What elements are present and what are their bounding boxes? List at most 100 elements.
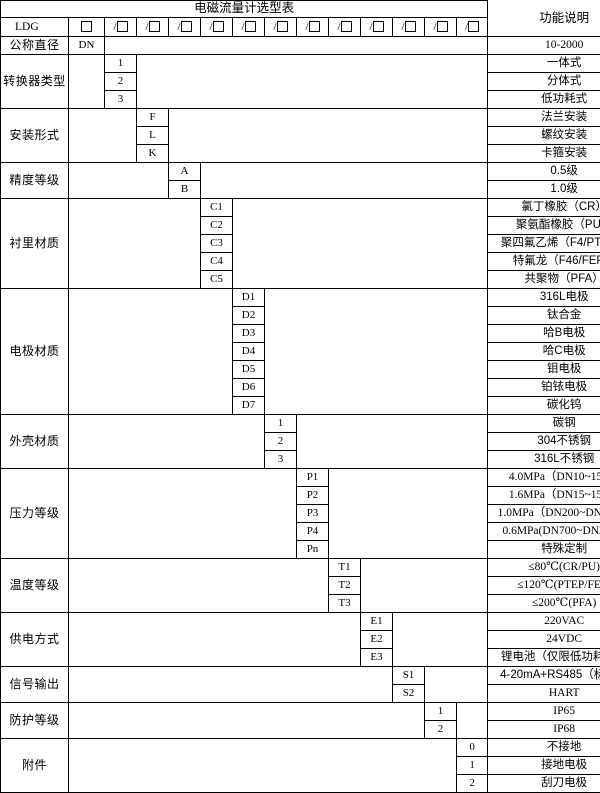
slash-slot-icon: /: [337, 21, 351, 32]
option-code[interactable]: P1: [297, 469, 329, 487]
slot-box[interactable]: /: [361, 18, 393, 37]
slot-box[interactable]: /: [169, 18, 201, 37]
option-code[interactable]: 2: [425, 721, 457, 739]
option-description: ≤80℃(CR/PU): [488, 559, 600, 577]
option-code[interactable]: L: [137, 127, 169, 145]
option-description: 特殊定制: [488, 541, 600, 559]
option-code[interactable]: E2: [361, 631, 393, 649]
group-label-9: 供电方式: [1, 613, 69, 667]
group-label-12: 附件: [1, 739, 69, 793]
slash-slot-icon: /: [113, 21, 127, 32]
slot-box[interactable]: /: [233, 18, 265, 37]
model-prefix-label: LDG: [1, 18, 69, 37]
spacer-right: [233, 199, 488, 289]
option-description: HART: [488, 685, 600, 703]
option-code[interactable]: D5: [233, 361, 265, 379]
option-description: 1.6MPa（DN15~150）: [488, 487, 600, 505]
option-description: 220VAC: [488, 613, 600, 631]
spacer-left: [69, 109, 137, 163]
option-code[interactable]: S1: [393, 667, 425, 685]
slot-box[interactable]: /: [393, 18, 425, 37]
option-code[interactable]: P3: [297, 505, 329, 523]
option-code[interactable]: C3: [201, 235, 233, 253]
option-code[interactable]: E1: [361, 613, 393, 631]
option-code[interactable]: T2: [329, 577, 361, 595]
spacer-left: [69, 703, 425, 739]
slot-box-first[interactable]: [69, 18, 105, 37]
option-description: 10-2000: [488, 37, 600, 55]
option-code[interactable]: P2: [297, 487, 329, 505]
option-description: 螺纹安装: [488, 127, 600, 145]
group-label-8: 温度等级: [1, 559, 69, 613]
option-code[interactable]: E3: [361, 649, 393, 667]
slot-box[interactable]: /: [105, 18, 137, 37]
option-description: 特氟龙（F46/FEP）: [488, 253, 600, 271]
spacer-left: [69, 469, 297, 559]
option-description: 刮刀电极: [488, 775, 600, 793]
option-code[interactable]: P4: [297, 523, 329, 541]
option-code[interactable]: C2: [201, 217, 233, 235]
option-code[interactable]: C1: [201, 199, 233, 217]
option-code[interactable]: K: [137, 145, 169, 163]
option-code[interactable]: 1: [265, 415, 297, 433]
slot-box[interactable]: /: [329, 18, 361, 37]
slot-box[interactable]: /: [137, 18, 169, 37]
option-code[interactable]: D6: [233, 379, 265, 397]
option-code[interactable]: S2: [393, 685, 425, 703]
slot-box[interactable]: /: [425, 18, 457, 37]
option-code[interactable]: 3: [265, 451, 297, 469]
spacer-left: [69, 289, 233, 415]
spacer-right: [297, 415, 488, 469]
option-code[interactable]: DN: [69, 37, 105, 55]
option-code[interactable]: T3: [329, 595, 361, 613]
option-code[interactable]: 1: [425, 703, 457, 721]
option-code[interactable]: F: [137, 109, 169, 127]
option-description: 不接地: [488, 739, 600, 757]
slot-box[interactable]: /: [297, 18, 329, 37]
option-code[interactable]: 2: [457, 775, 488, 793]
option-code[interactable]: Pn: [297, 541, 329, 559]
group-label-10: 信号输出: [1, 667, 69, 703]
option-description: ≤200℃(PFA): [488, 595, 600, 613]
option-code[interactable]: 2: [265, 433, 297, 451]
group-label-4: 衬里材质: [1, 199, 69, 289]
option-code[interactable]: 1: [457, 757, 488, 775]
table-title: 电磁流量计选型表: [1, 1, 488, 18]
slash-slot-icon: /: [241, 21, 255, 32]
group-label-2: 安装形式: [1, 109, 69, 163]
option-code[interactable]: A: [169, 163, 201, 181]
option-code[interactable]: D1: [233, 289, 265, 307]
option-description: 聚氨酯橡胶（PU）: [488, 217, 600, 235]
slot-box[interactable]: /: [457, 18, 488, 37]
option-code[interactable]: C5: [201, 271, 233, 289]
option-description: 聚四氟乙烯（F4/PTFE）: [488, 235, 600, 253]
spacer-left: [69, 55, 105, 109]
slot-box[interactable]: /: [201, 18, 233, 37]
option-code[interactable]: 2: [105, 73, 137, 91]
option-code[interactable]: D4: [233, 343, 265, 361]
option-code[interactable]: D7: [233, 397, 265, 415]
option-code[interactable]: 0: [457, 739, 488, 757]
slash-slot-icon: /: [273, 21, 287, 32]
option-code[interactable]: D3: [233, 325, 265, 343]
option-code[interactable]: 3: [105, 91, 137, 109]
spacer-left: [69, 739, 457, 793]
option-code[interactable]: 1: [105, 55, 137, 73]
option-code[interactable]: D2: [233, 307, 265, 325]
slash-slot-icon: /: [209, 21, 223, 32]
option-code[interactable]: B: [169, 181, 201, 199]
spacer-right: [105, 37, 488, 55]
spacer-right: [457, 703, 488, 739]
option-code[interactable]: T1: [329, 559, 361, 577]
option-code[interactable]: C4: [201, 253, 233, 271]
option-description: 分体式: [488, 73, 600, 91]
option-description: 低功耗式: [488, 91, 600, 109]
slot-box[interactable]: /: [265, 18, 297, 37]
